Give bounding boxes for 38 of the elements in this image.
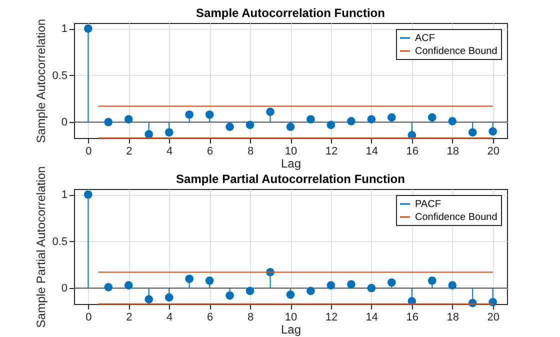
x-tick-label: 12 [325, 312, 338, 324]
y-tick-label: 0 [61, 116, 68, 129]
x-tick-label: 10 [284, 312, 298, 324]
x-tick-label: 4 [166, 146, 173, 158]
x-tick-label: 8 [247, 146, 254, 158]
x-tick-label: 18 [446, 146, 459, 158]
y-tick-label: 0.5 [52, 236, 68, 248]
x-tick-label: 14 [366, 146, 378, 158]
x-tick-label: 0 [86, 146, 92, 158]
y-tick-label: 0 [61, 282, 68, 295]
legend-label: ACF [415, 33, 435, 44]
x-tick-label: 18 [446, 312, 459, 324]
legend-label: PACF [415, 199, 441, 210]
y-tick-label: 0.5 [52, 70, 68, 82]
y-tick-label: 1 [61, 23, 68, 36]
x-tick-label: 20 [487, 146, 500, 158]
y-tick-label: 1 [61, 189, 68, 202]
x-tick-label: 14 [366, 312, 378, 324]
legend-label: Confidence Bound [415, 212, 498, 223]
x-tick-label: 16 [406, 146, 419, 158]
chart-title: Sample Partial Autocorrelation Function [176, 172, 405, 186]
x-axis-title: Lag [280, 156, 302, 170]
x-tick-label: 2 [126, 146, 132, 158]
x-tick-label: 6 [207, 146, 214, 158]
x-tick-label: 16 [406, 312, 419, 324]
x-tick-label: 0 [86, 312, 92, 324]
x-tick-label: 2 [126, 312, 132, 324]
x-tick-label: 6 [207, 312, 214, 324]
chart-title: Sample Autocorrelation Function [196, 6, 385, 20]
y-axis-title: Sample Partial Autocorrelation [34, 166, 48, 328]
y-axis-title: Sample Autocorrelation [34, 18, 48, 144]
legend-label: Confidence Bound [415, 46, 498, 57]
x-tick-label: 20 [487, 312, 500, 324]
x-tick-label: 10 [284, 146, 298, 158]
x-tick-label: 12 [325, 146, 338, 158]
x-tick-label: 8 [247, 312, 254, 324]
x-tick-label: 4 [166, 312, 173, 324]
x-axis-title: Lag [280, 322, 302, 336]
